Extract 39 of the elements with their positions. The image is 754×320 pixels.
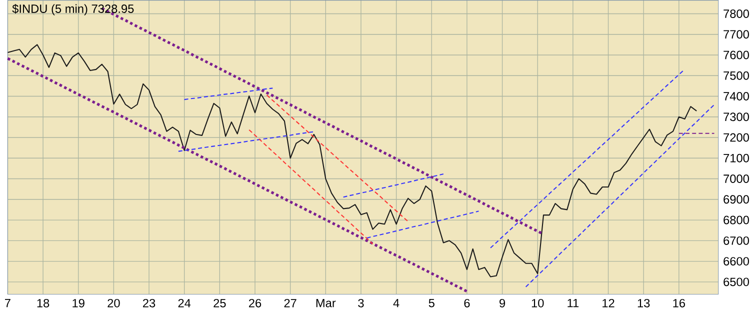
x-tick-label: 10: [532, 298, 544, 308]
y-tick-label: 7300: [724, 112, 749, 122]
x-tick-label: 11: [568, 298, 579, 308]
y-tick-label: 6600: [724, 257, 749, 266]
x-tick-label: 27: [284, 298, 296, 308]
x-tick-label: 16: [673, 298, 685, 308]
x-tick-label: 24: [178, 298, 191, 308]
x-tick-label: 6: [464, 298, 470, 308]
x-tick-label: 12: [602, 298, 614, 308]
y-tick-label: 7400: [724, 92, 749, 100]
y-tick-label: 6800: [724, 216, 749, 224]
y-tick-label: 7100: [724, 154, 749, 162]
y-tick-label: 7000: [724, 174, 749, 183]
y-tick-label: 7200: [724, 133, 749, 142]
chart-title: $INDU (5 min) 7328.95: [12, 4, 134, 16]
x-tick-label: Mar: [316, 298, 336, 308]
y-tick-label: 6900: [724, 195, 749, 204]
line-series: [184, 88, 274, 100]
x-tick-label: 23: [143, 298, 156, 308]
y-tick-label: 7600: [724, 50, 749, 60]
y-tick-label: 6700: [724, 236, 749, 245]
line-series: [7, 44, 698, 278]
x-tick-label: 9: [500, 298, 506, 308]
x-tick-label: 13: [638, 298, 650, 308]
y-tick-label: 7700: [724, 30, 749, 39]
line-series: [178, 131, 314, 152]
y-tick-label: 6500: [724, 278, 749, 286]
x-tick-label: 25: [214, 298, 226, 308]
x-tick-label: 4: [393, 298, 400, 308]
x-tick-label: 19: [72, 298, 84, 308]
x-tick-label: 5: [428, 298, 434, 308]
x-tick-label: 7: [5, 298, 10, 308]
y-tick-label: 7500: [724, 71, 749, 80]
x-tick-label: 20: [108, 298, 120, 308]
x-tick-label: 3: [358, 298, 364, 308]
line-series: [266, 94, 409, 222]
y-tick-label: 7800: [724, 10, 749, 18]
x-tick-label: 26: [248, 298, 262, 308]
x-tick-label: 18: [37, 298, 50, 308]
